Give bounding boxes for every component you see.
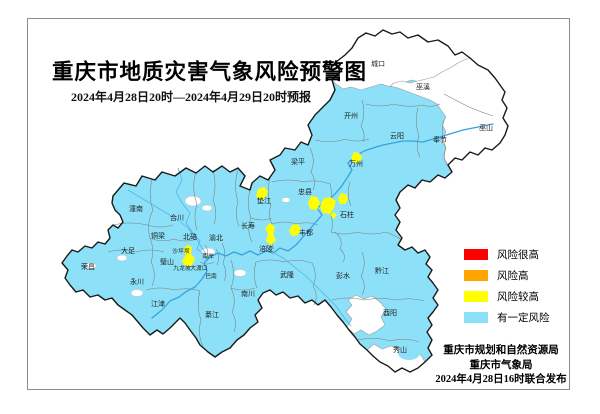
no-warning-spot	[233, 269, 247, 277]
district-label-潼南: 潼南	[129, 204, 143, 213]
municipality-boundary	[61, 29, 509, 373]
no-warning-spot	[184, 195, 202, 207]
district-label-丰都: 丰都	[299, 228, 313, 237]
fujiang-river	[127, 189, 207, 255]
district-label-垫江: 垫江	[257, 196, 271, 205]
legend-label: 有一定风险	[497, 313, 550, 324]
higher-risk-patch-shizhu-south	[330, 212, 337, 219]
district-label-黔江: 黔江	[375, 266, 389, 275]
higher-risk-patch-fengdu	[289, 224, 301, 236]
district-label-万州: 万州	[349, 160, 363, 168]
district-label-永川: 永川	[130, 277, 144, 286]
district-label-梁平: 梁平	[291, 157, 305, 166]
district-label-忠县: 忠县	[298, 188, 312, 196]
district-label-九龙坡: 九龙坡	[173, 264, 191, 272]
jialing-river	[175, 167, 206, 256]
district-label-涪陵: 涪陵	[259, 244, 273, 253]
legend-item: 风险较高	[464, 291, 550, 303]
district-label-云阳: 云阳	[390, 131, 404, 140]
forecast-period: 2024年4月28日20时—2024年4月29日20时预报	[71, 90, 312, 104]
legend-item: 风险很高	[464, 249, 550, 261]
publisher-line-3: 2024年4月28日16时联合发布	[435, 374, 567, 385]
district-label-璧山: 璧山	[160, 257, 174, 266]
district-label-秀山: 秀山	[393, 345, 407, 354]
legend-item: 风险高	[464, 270, 550, 282]
district-label-铜梁: 铜梁	[151, 231, 165, 240]
no-warning-spot	[281, 197, 291, 203]
yangtze-river	[151, 123, 494, 319]
higher-risk-patch-zhongxian-east	[320, 197, 336, 214]
district-label-巫溪: 巫溪	[416, 82, 430, 91]
district-label-綦江: 綦江	[205, 310, 219, 319]
no-warning-spot	[130, 289, 144, 297]
higher-risk-patch-shizhu-north	[338, 193, 348, 204]
district-label-江津: 江津	[151, 300, 165, 308]
legend-label: 风险较高	[497, 292, 539, 303]
district-label-武隆: 武隆	[280, 270, 294, 279]
higher-risk-patch-wanzhou	[351, 152, 362, 163]
district-label-大渡口: 大渡口	[190, 264, 208, 272]
publisher-line-2: 重庆市气象局	[469, 359, 533, 371]
district-label-城口: 城口	[371, 60, 385, 68]
higher-risk-patch-central-city	[182, 245, 195, 267]
district-label-开州: 开州	[344, 112, 358, 120]
legend-item: 有一定风险	[464, 312, 550, 324]
district-label-南川: 南川	[241, 289, 255, 298]
district-label-酉阳: 酉阳	[383, 308, 397, 317]
no-warning-spot	[116, 254, 128, 262]
no-warning-spot	[201, 204, 213, 212]
district-label-长寿: 长寿	[241, 221, 255, 230]
page-title: 重庆市地质灾害气象风险预警图	[52, 60, 368, 84]
risk-legend: 风险很高风险高风险较高有一定风险	[464, 249, 550, 333]
district-label-合川: 合川	[170, 213, 184, 222]
publisher-block: 重庆市规划和自然资源局 重庆市气象局 2024年4月28日16时联合发布	[418, 344, 584, 388]
legend-label: 风险高	[497, 271, 529, 282]
publisher-line-1: 重庆市规划和自然资源局	[443, 345, 559, 356]
district-label-沙坪坝: 沙坪坝	[172, 247, 190, 255]
district-label-北碚: 北碚	[183, 232, 197, 241]
district-label-大足: 大足	[121, 246, 135, 255]
higher-risk-patch-zhongxian-west	[308, 196, 320, 210]
no-warning-region-youyang	[345, 294, 387, 336]
district-label-南岸: 南岸	[202, 252, 214, 260]
higher-risk-patch-fuling	[265, 223, 276, 245]
district-label-渝北: 渝北	[209, 233, 223, 242]
district-label-石柱: 石柱	[340, 210, 354, 219]
district-label-巫山: 巫山	[479, 123, 493, 132]
legend-label: 风险很高	[497, 250, 539, 261]
district-label-荣昌: 荣昌	[81, 262, 95, 271]
moderate-risk-patch-xiushan	[398, 346, 420, 360]
legend-swatch	[464, 249, 488, 260]
higher-risk-patch-dianjiang	[256, 187, 268, 201]
district-borders	[107, 93, 494, 347]
district-label-巴南: 巴南	[205, 272, 217, 280]
legend-swatch	[464, 291, 488, 302]
legend-swatch	[464, 270, 488, 281]
legend-swatch	[464, 312, 488, 323]
wujiang-river	[269, 250, 352, 327]
district-label-奉节: 奉节	[433, 135, 447, 144]
district-label-彭水: 彭水	[336, 271, 350, 280]
no-warning-spot	[85, 262, 97, 270]
